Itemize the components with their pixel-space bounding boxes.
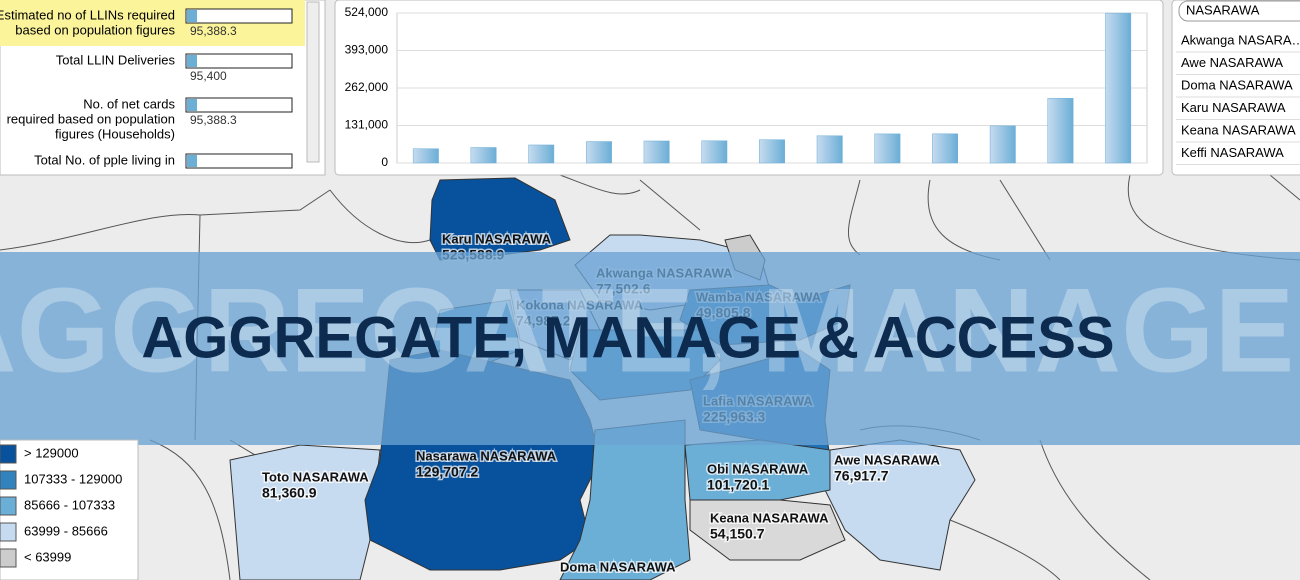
- legend-swatch: [0, 496, 17, 516]
- region: [229, 444, 381, 580]
- bar: [874, 133, 901, 164]
- bar: [585, 141, 612, 164]
- region-name: Nasarawa NASARAWA: [416, 448, 557, 463]
- mini-bar-fill: [187, 55, 197, 67]
- mini-bar: [185, 8, 293, 24]
- bar: [470, 147, 497, 164]
- legend-label: 107333 - 129000: [24, 471, 122, 486]
- list-item[interactable]: Akwanga NASARA…: [1181, 32, 1300, 47]
- item-label: based on population figures: [15, 22, 175, 37]
- search-text[interactable]: NASARAWA: [1186, 2, 1260, 17]
- bar: [989, 125, 1016, 164]
- region-name: Karu NASARAWA: [442, 231, 552, 246]
- bar: [412, 148, 439, 164]
- region-name: Keana NASARAWA: [710, 510, 829, 525]
- right-items: Akwanga NASARA… Awe NASARAWA Doma NASARAWA…: [1176, 32, 1300, 165]
- item-label: required based on population: [7, 111, 175, 126]
- bar: [701, 140, 728, 164]
- bar: [643, 140, 670, 164]
- mini-bar: [185, 153, 293, 169]
- bar: [1105, 12, 1132, 164]
- item-value: 95,400: [190, 69, 227, 83]
- region-name: Obi NASARAWA: [707, 461, 809, 476]
- legend-items: > 129000 107333 - 129000 85666 - 107333 639…: [0, 444, 122, 568]
- legend-swatch: [0, 522, 17, 542]
- region: [429, 177, 571, 261]
- search-box[interactable]: [1178, 0, 1300, 22]
- y-tick-label: 393,000: [345, 43, 389, 57]
- bar: [528, 144, 555, 164]
- y-tick-label: 0: [381, 155, 388, 169]
- legend-label: > 129000: [24, 445, 79, 460]
- legend-swatch: [0, 548, 17, 568]
- item-label: No. of net cards: [83, 96, 175, 111]
- region: [689, 499, 846, 561]
- legend-label: 63999 - 85666: [24, 523, 108, 538]
- list-item[interactable]: Karu NASARAWA: [1181, 100, 1286, 115]
- item-value: 95,388.3: [190, 113, 237, 127]
- banner-bg-text: AGGREGATE, MANAGE & ACCESS: [0, 264, 1300, 398]
- legend-label: 85666 - 107333: [24, 497, 115, 512]
- region-value: 129,707.2: [416, 464, 478, 480]
- item-label: Total No. of pple living in: [34, 152, 175, 167]
- chart: 0 131,000 262,000 393,000 524,000: [345, 5, 1147, 169]
- list-item[interactable]: Doma NASARAWA: [1181, 77, 1293, 92]
- item-value: 95,388.3: [190, 24, 237, 38]
- list-item[interactable]: Awe NASARAWA: [1181, 55, 1283, 70]
- region-name: Doma NASARAWA: [560, 559, 676, 574]
- bar: [759, 139, 785, 164]
- right-panel: [1171, 0, 1300, 176]
- mini-bar-fill: [187, 10, 197, 22]
- scrollbar: [306, 1, 320, 163]
- region-name: Toto NASARAWA: [262, 469, 369, 484]
- banner: [0, 252, 1300, 445]
- banner-title: AGGREGATE, MANAGE & ACCESS: [141, 305, 1114, 370]
- y-tick-label: 131,000: [345, 118, 389, 132]
- legend-label: < 63999: [24, 549, 71, 564]
- item-label: figures (Households): [55, 126, 175, 141]
- legend: [0, 439, 139, 580]
- list-item[interactable]: Keana NASARAWA: [1181, 122, 1296, 137]
- region-name: Awe NASARAWA: [834, 452, 941, 467]
- mini-bar: [185, 97, 293, 113]
- region-value: 81,360.9: [262, 485, 317, 501]
- region-value: 54,150.7: [710, 526, 765, 542]
- region-value: 76,917.7: [834, 468, 889, 484]
- item-label: Total LLIN Deliveries: [56, 52, 176, 67]
- bar: [816, 135, 843, 164]
- item-label: Estimated no of LLINs required: [0, 7, 175, 22]
- bar: [932, 133, 959, 164]
- mini-bar-fill: [187, 155, 197, 167]
- y-tick-label: 262,000: [345, 80, 389, 94]
- mini-bar: [185, 53, 293, 69]
- mini-bar-fill: [187, 99, 197, 111]
- region-value: 101,720.1: [707, 477, 769, 493]
- legend-swatch: [0, 444, 17, 464]
- bar: [1047, 98, 1074, 164]
- list-item[interactable]: Keffi NASARAWA: [1181, 145, 1284, 160]
- y-tick-label: 524,000: [345, 5, 389, 19]
- legend-swatch: [0, 470, 17, 490]
